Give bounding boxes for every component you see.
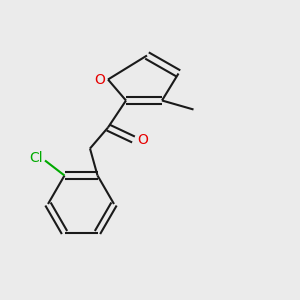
Text: Cl: Cl xyxy=(29,151,43,164)
Text: O: O xyxy=(94,73,105,86)
Text: O: O xyxy=(137,133,148,146)
